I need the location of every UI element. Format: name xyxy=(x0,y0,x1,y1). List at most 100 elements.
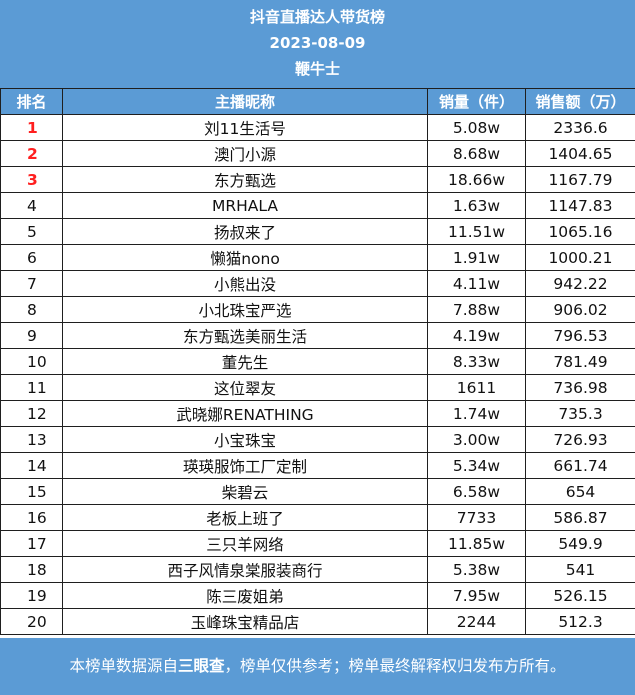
anchor-name: 这位翠友 xyxy=(62,374,428,401)
rank-number: 3 xyxy=(0,166,63,193)
anchor-name: 扬叔来了 xyxy=(62,218,428,245)
sales-volume: 11.85w xyxy=(427,530,526,557)
sales-revenue: 541 xyxy=(525,556,635,583)
rank-number: 17 xyxy=(0,530,63,557)
table-row: 14 瑛瑛服饰工厂定制 5.34w 661.74 xyxy=(0,452,635,479)
sales-volume: 7.95w xyxy=(427,582,526,609)
footer-disclaimer: 本榜单数据源自三眼查，榜单仅供参考；榜单最终解释权归发布方所有。 xyxy=(0,638,635,695)
table-row: 8 小北珠宝严选 7.88w 906.02 xyxy=(0,296,635,323)
rank-number: 6 xyxy=(0,244,63,271)
table-row: 2 澳门小源 8.68w 1404.65 xyxy=(0,140,635,167)
rank-number: 9 xyxy=(0,322,63,349)
sales-revenue: 726.93 xyxy=(525,426,635,453)
sales-volume: 6.58w xyxy=(427,478,526,505)
sales-volume: 1.74w xyxy=(427,400,526,427)
anchor-name: 东方甄选 xyxy=(62,166,428,193)
table-row: 12 武晓娜RENATHING 1.74w 735.3 xyxy=(0,400,635,427)
report-date: 2023-08-09 xyxy=(269,34,366,52)
anchor-name: 老板上班了 xyxy=(62,504,428,531)
sales-volume: 7.88w xyxy=(427,296,526,323)
sales-revenue: 661.74 xyxy=(525,452,635,479)
sales-volume: 1611 xyxy=(427,374,526,401)
anchor-name: 小熊出没 xyxy=(62,270,428,297)
sales-revenue: 1147.83 xyxy=(525,192,635,219)
sales-revenue: 796.53 xyxy=(525,322,635,349)
footer-source: 三眼查 xyxy=(177,657,225,675)
rank-number: 2 xyxy=(0,140,63,167)
anchor-name: 陈三废姐弟 xyxy=(62,582,428,609)
rank-number: 7 xyxy=(0,270,63,297)
page-title: 抖音直播达人带货榜 xyxy=(249,8,385,26)
sales-revenue: 2336.6 xyxy=(525,114,635,141)
anchor-name: 西子风情泉棠服装商行 xyxy=(62,556,428,583)
rank-number: 18 xyxy=(0,556,63,583)
rank-number: 16 xyxy=(0,504,63,531)
anchor-name: 武晓娜RENATHING xyxy=(62,400,428,427)
sales-revenue: 1404.65 xyxy=(525,140,635,167)
sales-volume: 5.08w xyxy=(427,114,526,141)
table-row: 18 西子风情泉棠服装商行 5.38w 541 xyxy=(0,556,635,583)
column-header-revenue: 销售额（万） xyxy=(525,88,635,115)
sales-volume: 2244 xyxy=(427,608,526,635)
table-row: 19 陈三废姐弟 7.95w 526.15 xyxy=(0,582,635,609)
table-row: 20 玉峰珠宝精品店 2244 512.3 xyxy=(0,608,635,635)
sales-volume: 18.66w xyxy=(427,166,526,193)
sales-revenue: 1167.79 xyxy=(525,166,635,193)
sales-volume: 1.63w xyxy=(427,192,526,219)
table-row: 3 东方甄选 18.66w 1167.79 xyxy=(0,166,635,193)
rank-number: 14 xyxy=(0,452,63,479)
sales-revenue: 735.3 xyxy=(525,400,635,427)
rank-number: 11 xyxy=(0,374,63,401)
sales-revenue: 586.87 xyxy=(525,504,635,531)
sales-revenue: 1000.21 xyxy=(525,244,635,271)
table-row: 9 东方甄选美丽生活 4.19w 796.53 xyxy=(0,322,635,349)
table-row: 5 扬叔来了 11.51w 1065.16 xyxy=(0,218,635,245)
column-header-anchor-name: 主播昵称 xyxy=(62,88,428,115)
column-header-rank: 排名 xyxy=(0,88,63,115)
rank-number: 12 xyxy=(0,400,63,427)
sales-revenue: 512.3 xyxy=(525,608,635,635)
sales-volume: 1.91w xyxy=(427,244,526,271)
anchor-name: 东方甄选美丽生活 xyxy=(62,322,428,349)
sales-revenue: 736.98 xyxy=(525,374,635,401)
column-header-sales: 销量（件） xyxy=(427,88,526,115)
anchor-name: 刘11生活号 xyxy=(62,114,428,141)
header-banner: 抖音直播达人带货榜 2023-08-09 鞭牛士 xyxy=(0,0,635,88)
rank-number: 4 xyxy=(0,192,63,219)
anchor-name: 小北珠宝严选 xyxy=(62,296,428,323)
rank-number: 10 xyxy=(0,348,63,375)
rank-number: 19 xyxy=(0,582,63,609)
sales-revenue: 781.49 xyxy=(525,348,635,375)
sales-revenue: 942.22 xyxy=(525,270,635,297)
sales-volume: 4.19w xyxy=(427,322,526,349)
table-row: 17 三只羊网络 11.85w 549.9 xyxy=(0,530,635,557)
rank-number: 13 xyxy=(0,426,63,453)
rank-number: 15 xyxy=(0,478,63,505)
sales-revenue: 1065.16 xyxy=(525,218,635,245)
anchor-name: 澳门小源 xyxy=(62,140,428,167)
table-row: 13 小宝珠宝 3.00w 726.93 xyxy=(0,426,635,453)
footer-prefix: 本榜单数据源自 xyxy=(69,657,178,675)
sales-volume: 8.33w xyxy=(427,348,526,375)
anchor-name: 懒猫nono xyxy=(62,244,428,271)
rank-number: 20 xyxy=(0,608,63,635)
sales-volume: 7733 xyxy=(427,504,526,531)
publisher-name: 鞭牛士 xyxy=(294,60,340,78)
table-row: 15 柴碧云 6.58w 654 xyxy=(0,478,635,505)
sales-revenue: 526.15 xyxy=(525,582,635,609)
sales-revenue: 906.02 xyxy=(525,296,635,323)
anchor-name: 柴碧云 xyxy=(62,478,428,505)
table-row: 4 MRHALA 1.63w 1147.83 xyxy=(0,192,635,219)
footer-suffix: ，榜单仅供参考；榜单最终解释权归发布方所有。 xyxy=(224,657,566,675)
sales-volume: 3.00w xyxy=(427,426,526,453)
sales-volume: 5.38w xyxy=(427,556,526,583)
table-row: 11 这位翠友 1611 736.98 xyxy=(0,374,635,401)
anchor-name: 玉峰珠宝精品店 xyxy=(62,608,428,635)
table-row: 1 刘11生活号 5.08w 2336.6 xyxy=(0,114,635,141)
sales-volume: 8.68w xyxy=(427,140,526,167)
rank-number: 5 xyxy=(0,218,63,245)
rank-number: 1 xyxy=(0,114,63,141)
anchor-name: 小宝珠宝 xyxy=(62,426,428,453)
ranking-table-body: 1 刘11生活号 5.08w 2336.6 2 澳门小源 8.68w 1404.65 3 东方甄选… xyxy=(0,114,635,635)
